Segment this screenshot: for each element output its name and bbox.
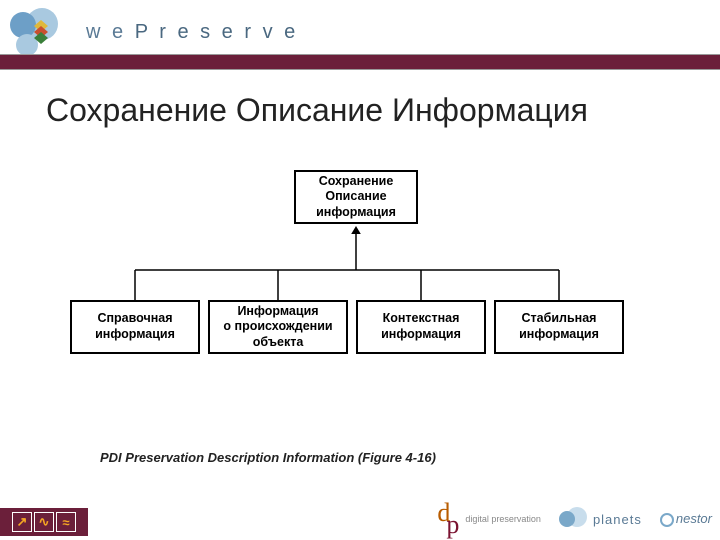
- planets-label: planets: [593, 512, 642, 527]
- footer-right-logos: dp digital preservation planets nestor: [437, 504, 712, 534]
- planets-orb-icon: [559, 507, 589, 531]
- slide-footer: ↗ ∿ ≈ dp digital preservation planets ne…: [0, 492, 720, 540]
- root-node: СохранениеОписаниеинформация: [294, 170, 418, 224]
- footer-icon-3: ≈: [56, 512, 76, 532]
- child-node-1: Информацияо происхожденииобъекта: [208, 300, 348, 354]
- nestor-label: nestor: [676, 511, 712, 526]
- brand-text-2: P r e s e r v e: [135, 21, 299, 43]
- nestor-ring-icon: [660, 513, 674, 527]
- brand-text-1: w e: [86, 21, 126, 43]
- pdi-tree-diagram: СохранениеОписаниеинформация Справочнаяин…: [60, 170, 640, 400]
- footer-icon-1: ↗: [12, 512, 32, 532]
- child-node-2: Контекстнаяинформация: [356, 300, 486, 354]
- dp-logo: dp digital preservation: [437, 504, 541, 534]
- footer-left-badge: ↗ ∿ ≈: [0, 508, 88, 536]
- brand-diamond-icon: [32, 18, 50, 44]
- page-title: Сохранение Описание Информация: [46, 92, 720, 129]
- footer-icon-2: ∿: [34, 512, 54, 532]
- planets-logo: planets: [559, 507, 642, 531]
- nestor-logo: nestor: [660, 511, 712, 527]
- header-divider-bar: [0, 54, 720, 70]
- dp-logo-text: digital preservation: [465, 514, 541, 524]
- brand-logo: w e P r e s e r v e: [10, 8, 298, 56]
- slide-header: w e P r e s e r v e: [0, 0, 720, 70]
- child-node-0: Справочнаяинформация: [70, 300, 200, 354]
- figure-caption: PDI Preservation Description Information…: [100, 450, 436, 465]
- brand-circles-icon: [10, 8, 66, 56]
- brand-text: w e P r e s e r v e: [86, 21, 298, 44]
- child-node-3: Стабильнаяинформация: [494, 300, 624, 354]
